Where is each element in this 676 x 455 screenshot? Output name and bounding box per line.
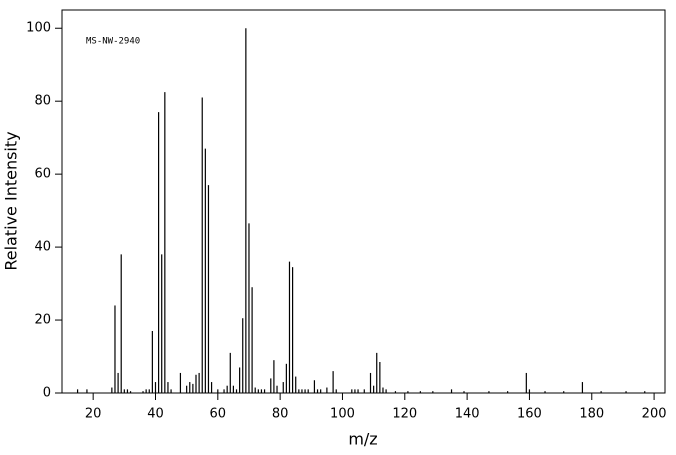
x-tick-label: 120 <box>392 407 417 422</box>
y-tick-label: 0 <box>43 386 51 401</box>
x-tick-label: 100 <box>330 407 355 422</box>
x-tick-label: 140 <box>455 407 480 422</box>
x-tick-label: 20 <box>85 407 102 422</box>
y-axis-title: Relative Intensity <box>2 131 21 270</box>
x-tick-label: 80 <box>272 407 289 422</box>
x-tick-label: 180 <box>579 407 604 422</box>
x-tick-label: 160 <box>517 407 542 422</box>
y-tick-label: 60 <box>34 167 51 182</box>
x-axis-title: m/z <box>348 430 377 449</box>
y-tick-label: 40 <box>34 240 51 255</box>
y-tick-label: 80 <box>34 94 51 109</box>
y-tick-label: 100 <box>26 21 51 36</box>
annotation: MS-NW-2940 <box>86 37 140 47</box>
x-tick-label: 40 <box>147 407 164 422</box>
x-tick-label: 200 <box>642 407 667 422</box>
y-tick-label: 20 <box>34 313 51 328</box>
x-tick-label: 60 <box>210 407 227 422</box>
plot-frame <box>61 9 666 394</box>
